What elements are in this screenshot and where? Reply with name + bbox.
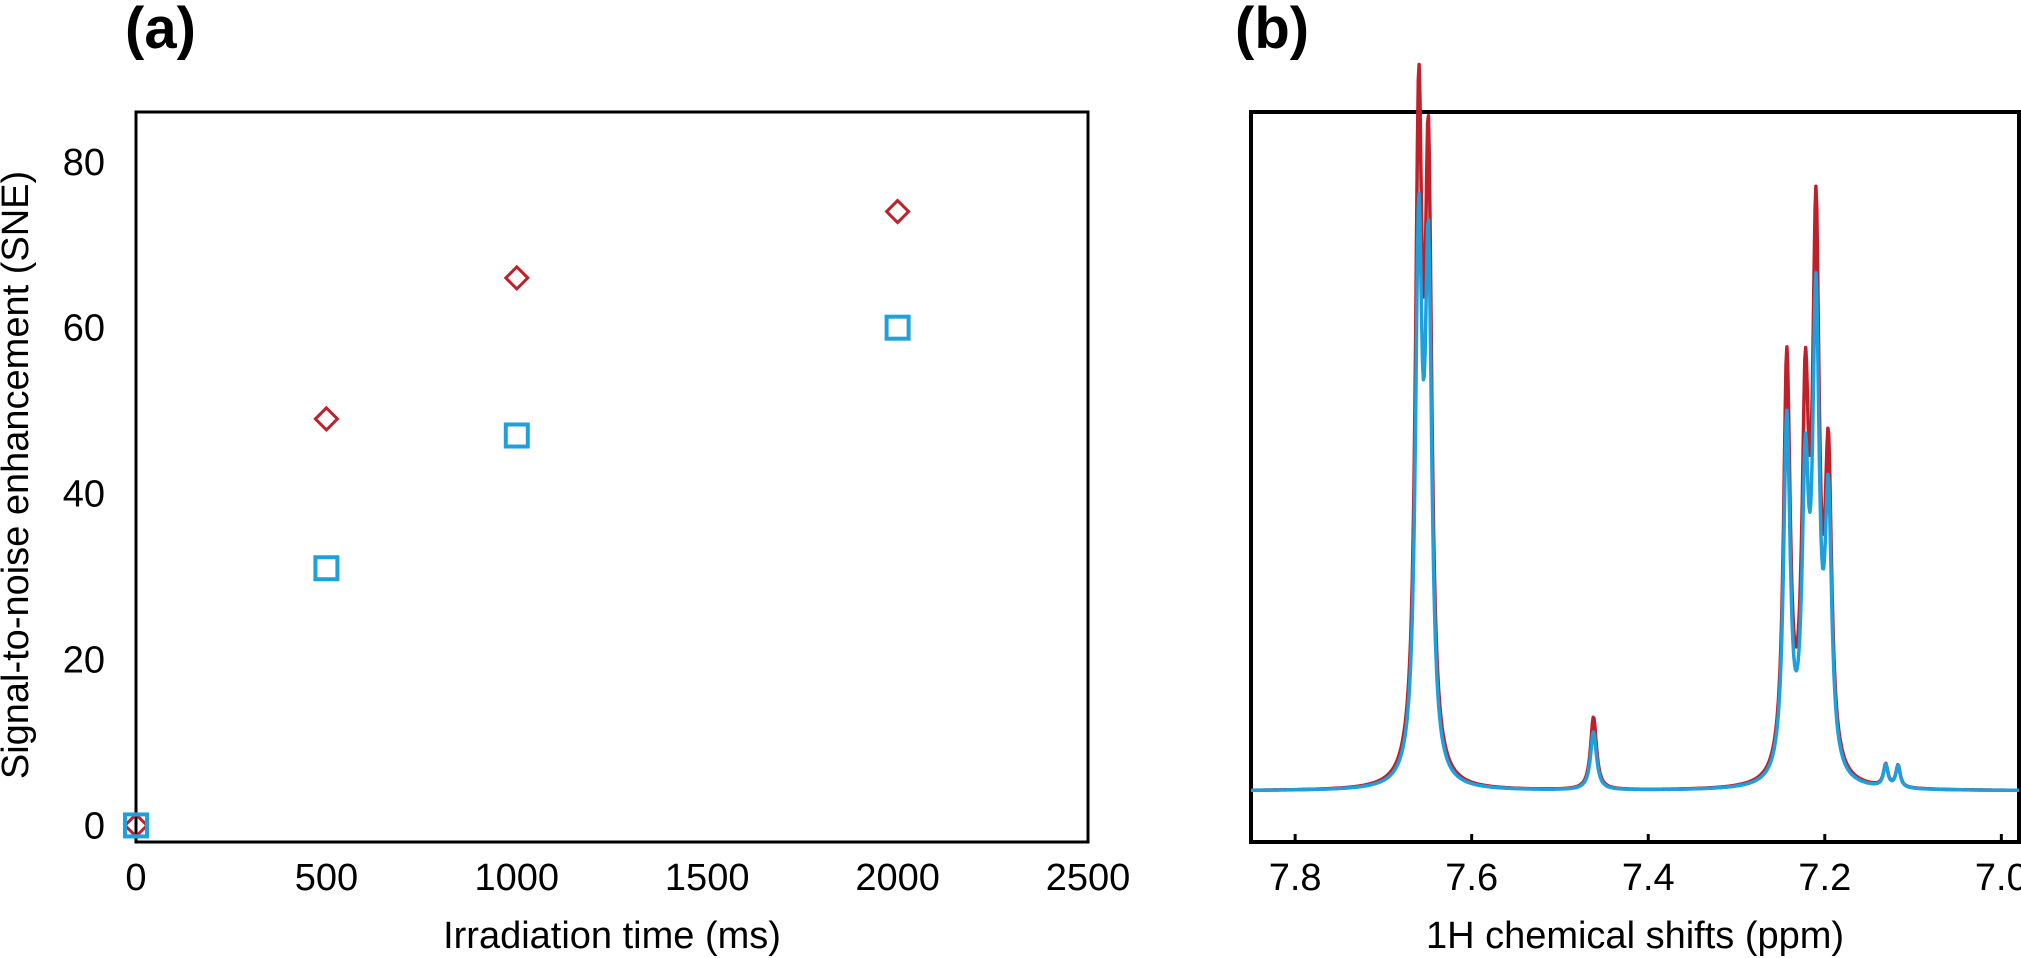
- panel-a-diamond-point: [503, 264, 530, 292]
- panel-a-y-tick-label: 80: [63, 142, 105, 184]
- panel-a-square-point: [123, 812, 149, 839]
- panel-a-y-axis-title: Signal-to-noise enhancement (SNE): [0, 171, 37, 779]
- panel-a-x-tick-label: 500: [295, 857, 358, 899]
- panel-b-plot-area: [1249, 110, 2021, 844]
- panel-a-y-tick-label: 20: [63, 640, 105, 682]
- panel-a-x-tick-label: 1000: [475, 857, 560, 899]
- panel-a-x-tick-label: 1500: [665, 857, 750, 899]
- panel-b-x-tick-label: 7.2: [1798, 857, 1851, 899]
- panel-b-x-tick-label: 7.6: [1445, 857, 1498, 899]
- panel-a-x-tick-label: 2500: [1046, 857, 1131, 899]
- panel-b-x-axis-title: 1H chemical shifts (ppm): [1426, 915, 1844, 957]
- panel-a-diamond-point: [884, 198, 911, 225]
- panel-a-y-ticks: 0 20 40 60 80: [63, 142, 105, 848]
- panel-a-x-ticks: 0 500 1000 1500 2000 2500: [125, 857, 1130, 899]
- panel-a-x-tick-label: 0: [125, 857, 146, 899]
- panel-b-x-ticks: 7.8 7.6 7.4 7.2 7.0: [1269, 834, 2021, 899]
- panel-b-spectra: [1250, 62, 2020, 793]
- panel-b-x-tick-label: 7.8: [1269, 857, 1322, 899]
- panel-b-x-tick-label: 7.0: [1975, 857, 2021, 899]
- panel-a-points: [122, 198, 911, 839]
- panel-b-red-spectrum-line: [1250, 62, 2020, 792]
- panel-a-x-tick-label: 2000: [855, 857, 940, 899]
- panel-a-label: (a): [125, 0, 196, 61]
- panel-b-x-tick-label: 7.4: [1622, 857, 1675, 899]
- panel-a-plot-area: [134, 110, 1090, 844]
- panel-a-y-tick-label: 40: [63, 474, 105, 516]
- panel-a-x-axis-title: Irradiation time (ms): [443, 915, 781, 957]
- panel-b-chart: (b) 7.8 7.6 7.4 7.2 7.0 1H chemical shifts (…: [1235, 0, 2021, 957]
- panel-a-square-point: [313, 555, 340, 582]
- panel-a-square-point: [884, 314, 911, 341]
- panel-a-chart: (a) 0 500 1000 1500 2000 2500 0 20 40 60 80 Irrad…: [0, 0, 1130, 957]
- panel-a-y-tick-label: 0: [84, 805, 105, 847]
- panel-b-label: (b): [1235, 0, 1309, 61]
- panel-a-y-tick-label: 60: [63, 308, 105, 350]
- panel-a-diamond-point: [313, 405, 340, 433]
- panel-a-square-point: [503, 422, 530, 449]
- panel-b-blue-spectrum-line: [1250, 192, 2020, 793]
